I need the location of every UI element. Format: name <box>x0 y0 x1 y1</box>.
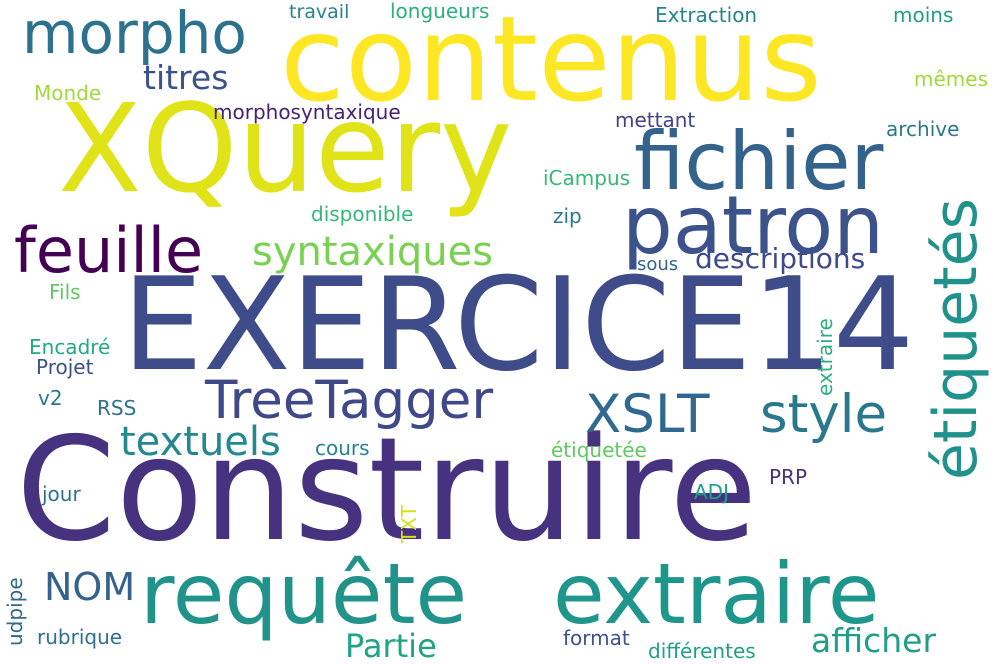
word-icampus: iCampus <box>543 166 631 190</box>
word-xquery: XQuery <box>58 78 513 220</box>
word-v2: v2 <box>38 386 63 410</box>
word-style: style <box>760 384 888 445</box>
word-differentes: différentes <box>648 639 756 663</box>
word-textuels: textuels <box>120 419 281 465</box>
word-xslt: XSLT <box>585 384 710 445</box>
word-txt: TXT <box>397 505 421 543</box>
word-udpipe: udpipe <box>3 577 27 646</box>
word-extraire-small: extraire <box>813 318 837 396</box>
word-extraire: extraire <box>553 545 880 643</box>
word-prp: PRP <box>769 465 808 489</box>
word-titres: titres <box>143 58 229 97</box>
word-disponible: disponible <box>311 202 414 226</box>
word-archive: archive <box>886 117 960 141</box>
word-nom: NOM <box>44 565 136 609</box>
word-requete: requête <box>140 545 468 643</box>
word-extraction: Extraction <box>655 3 758 27</box>
word-descriptions: descriptions <box>695 242 866 275</box>
word-construire: Construire <box>16 406 758 573</box>
word-adj: ADJ <box>694 480 729 504</box>
word-feuille: feuille <box>14 214 204 287</box>
word-projet: Projet <box>36 355 94 379</box>
word-memes: mêmes <box>914 67 988 91</box>
word-treetagger: TreeTagger <box>205 370 494 431</box>
word-etiquetes: étiquetés <box>921 198 991 480</box>
word-rss: RSS <box>97 396 137 420</box>
word-partie: Partie <box>345 627 437 664</box>
word-jour: jour <box>42 482 81 506</box>
word-cours: cours <box>315 436 370 460</box>
word-zip: zip <box>553 204 582 228</box>
word-longueurs: longueurs <box>390 0 490 23</box>
word-sous: sous <box>637 254 679 275</box>
word-syntaxiques: syntaxiques <box>252 229 494 275</box>
word-exercice14: EXERCICE14 <box>122 251 915 400</box>
word-morpho: morpho <box>22 0 247 67</box>
word-rubrique: rubrique <box>37 625 123 649</box>
word-etiquetee: étiquetée <box>551 438 647 462</box>
word-fichier: fichier <box>634 115 884 208</box>
word-monde: Monde <box>34 81 102 105</box>
word-format: format <box>563 626 630 650</box>
word-travail: travail <box>289 1 350 23</box>
word-moins: moins <box>893 3 954 27</box>
word-encadre: Encadré <box>29 335 111 359</box>
word-contenus: contenus <box>280 0 822 128</box>
word-patron: patron <box>622 179 884 272</box>
word-mettant: mettant <box>615 108 696 132</box>
word-afficher: afficher <box>811 621 937 660</box>
word-fils: Fils <box>49 280 81 304</box>
word-morphosyntaxique: morphosyntaxique <box>213 100 401 124</box>
